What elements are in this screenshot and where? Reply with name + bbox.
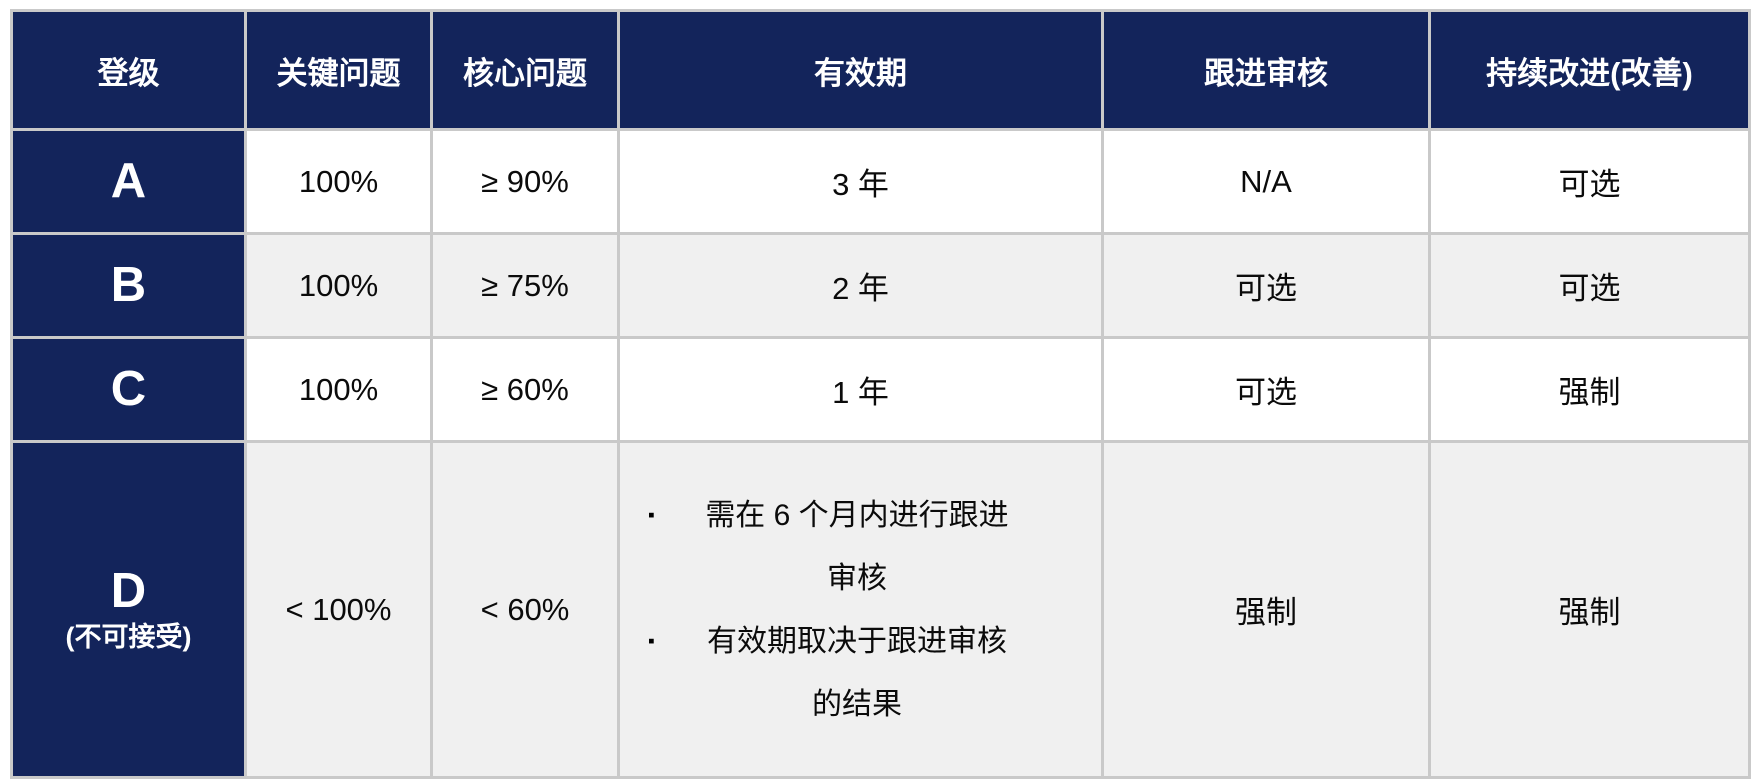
critical-questions-value: 100%: [244, 128, 433, 235]
grade-letter: C: [110, 361, 147, 416]
validity-period-value: 2 年: [617, 232, 1104, 339]
list-item: ▪ 有效期取决于跟进审核的结果: [644, 610, 1091, 736]
col-header-core-questions: 核心问题: [430, 9, 620, 131]
grade-b-cell: B: [10, 232, 247, 339]
followup-audit-value: 可选: [1101, 336, 1431, 443]
col-header-grade: 登级: [10, 9, 247, 131]
validity-period-bullets-cell: ▪ 需在 6 个月内进行跟进审核 ▪ 有效期取决于跟进审核的结果: [617, 440, 1104, 779]
table-row-grade-a: A 100% ≥ 90% 3 年 N/A 可选: [10, 128, 1751, 235]
col-header-validity-period: 有效期: [617, 9, 1104, 131]
table-header: 登级 关键问题 核心问题 有效期 跟进审核 持续改进(改善): [10, 9, 1751, 131]
validity-period-value: 1 年: [617, 336, 1104, 443]
validity-period-value: 3 年: [617, 128, 1104, 235]
core-questions-value: < 60%: [430, 440, 620, 779]
core-questions-value: ≥ 75%: [430, 232, 620, 339]
bullet-list: ▪ 需在 6 个月内进行跟进审核 ▪ 有效期取决于跟进审核的结果: [622, 445, 1100, 775]
col-header-critical-questions: 关键问题: [244, 9, 433, 131]
grade-letter: D: [110, 564, 147, 619]
grade-c-cell: C: [10, 336, 247, 443]
col-header-followup-audit: 跟进审核: [1101, 9, 1431, 131]
critical-questions-value: 100%: [244, 232, 433, 339]
header-row: 登级 关键问题 核心问题 有效期 跟进审核 持续改进(改善): [10, 9, 1751, 131]
core-questions-value: ≥ 60%: [430, 336, 620, 443]
critical-questions-value: < 100%: [244, 440, 433, 779]
followup-audit-value: N/A: [1101, 128, 1431, 235]
grade-letter: A: [110, 153, 147, 208]
continuous-improvement-value: 强制: [1428, 336, 1751, 443]
followup-audit-value: 可选: [1101, 232, 1431, 339]
grading-table: 登级 关键问题 核心问题 有效期 跟进审核 持续改进(改善) A 100% ≥ …: [10, 9, 1751, 779]
grade-a-cell: A: [10, 128, 247, 235]
followup-audit-value: 强制: [1101, 440, 1431, 779]
grade-d-cell: D (不可接受): [10, 440, 247, 779]
grade-letter: B: [110, 257, 147, 312]
bullet-text: 需在 6 个月内进行跟进审核: [705, 498, 1009, 595]
grade-note-unacceptable: (不可接受): [65, 622, 192, 653]
col-header-continuous-improvement: 持续改进(改善): [1428, 9, 1751, 131]
bullet-square-icon: ▪: [648, 630, 655, 652]
bullet-text: 有效期取决于跟进审核的结果: [707, 624, 1007, 721]
continuous-improvement-value: 强制: [1428, 440, 1751, 779]
list-item: ▪ 需在 6 个月内进行跟进审核: [644, 484, 1091, 610]
continuous-improvement-value: 可选: [1428, 128, 1751, 235]
core-questions-value: ≥ 90%: [430, 128, 620, 235]
table-row-grade-b: B 100% ≥ 75% 2 年 可选 可选: [10, 232, 1751, 339]
continuous-improvement-value: 可选: [1428, 232, 1751, 339]
bullet-square-icon: ▪: [648, 504, 655, 526]
table-row-grade-c: C 100% ≥ 60% 1 年 可选 强制: [10, 336, 1751, 443]
critical-questions-value: 100%: [244, 336, 433, 443]
table-row-grade-d: D (不可接受) < 100% < 60% ▪ 需在 6 个月内进行跟进审核 ▪…: [10, 440, 1751, 779]
